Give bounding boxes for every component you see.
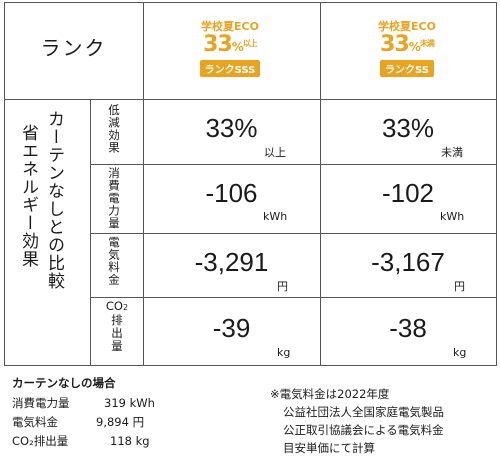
rank-ss-percent: 33 bbox=[380, 32, 410, 57]
row-divider-1 bbox=[90, 164, 497, 165]
footnote-line3: 公正取引協議会による電気料金 bbox=[283, 423, 444, 437]
unit-co2-sss: kg bbox=[277, 346, 291, 359]
rank-ss-title: 学校夏ECO bbox=[378, 20, 436, 33]
value-col-divider-2 bbox=[320, 2, 321, 366]
rank-header-label: ランク bbox=[40, 36, 107, 60]
rank-sss-percent: 33 bbox=[203, 32, 233, 57]
rank-sss-pct-sign: % bbox=[231, 40, 244, 54]
value-power-ss: -102 bbox=[381, 178, 435, 208]
value-reduction-sss: 33% bbox=[205, 113, 258, 143]
baseline-co2-label: CO₂排出量 bbox=[12, 434, 69, 448]
unit-co2-ss: kg bbox=[453, 346, 467, 359]
rank-sss-badge-block: 学校夏ECO 33%以上 ランクSSS bbox=[180, 18, 280, 77]
baseline-title: カーテンなしの場合 bbox=[12, 376, 116, 390]
value-cost-sss: -3,291 bbox=[194, 247, 269, 277]
rank-sss-badge: ランクSSS bbox=[199, 60, 261, 77]
value-co2-sss: -39 bbox=[212, 313, 251, 343]
table-header-divider bbox=[4, 99, 497, 100]
rank-ss-percent-line: 33%未満 bbox=[357, 34, 457, 58]
rank-sss-title: 学校夏ECO bbox=[201, 20, 259, 33]
rank-ss-suffix: 未満 bbox=[419, 39, 435, 48]
value-reduction-ss: 33% bbox=[381, 113, 435, 143]
unit-reduction-sss: 以上 bbox=[264, 146, 286, 159]
unit-reduction-ss: 未満 bbox=[441, 146, 463, 159]
row-label-reduction: 低減効果 bbox=[107, 104, 121, 154]
row-label-co2: CO2 排出量 bbox=[105, 299, 129, 353]
rank-sss-suffix: 以上 bbox=[242, 39, 258, 48]
baseline-co2-value: 118 kg bbox=[110, 434, 150, 448]
baseline-power-value: 319 kWh bbox=[104, 396, 155, 410]
baseline-power-label: 消費電力量 bbox=[12, 396, 70, 410]
value-power-sss: -106 bbox=[205, 178, 258, 208]
rank-sss-percent-line: 33%以上 bbox=[180, 34, 280, 58]
table-border-right bbox=[496, 2, 497, 366]
rank-ss-badge-block: 学校夏ECO 33%未満 ランクSS bbox=[357, 18, 457, 77]
table-border-top bbox=[4, 2, 497, 3]
table-border-bottom bbox=[4, 365, 497, 366]
footnote-line2: 公益社団法人全国家庭電気製品 bbox=[283, 405, 444, 419]
side-label-effect: 省エネルギー効果 bbox=[18, 124, 38, 268]
unit-cost-ss: 円 bbox=[454, 280, 465, 293]
side-label-comparison: カーテンなしとの比較 bbox=[44, 110, 64, 290]
rank-ss-pct-sign: % bbox=[408, 40, 421, 54]
value-co2-ss: -38 bbox=[389, 313, 427, 343]
row-divider-3 bbox=[90, 297, 497, 298]
unit-cost-sss: 円 bbox=[277, 280, 288, 293]
row-label-cost: 電気料金 bbox=[107, 236, 121, 286]
unit-power-ss: kWh bbox=[440, 210, 465, 223]
row-label-power: 消費電力量 bbox=[107, 167, 121, 230]
baseline-cost-value: 9,894 円 bbox=[96, 415, 145, 429]
unit-power-sss: kWh bbox=[263, 210, 288, 223]
rank-ss-badge: ランクSS bbox=[380, 60, 434, 77]
row-divider-2 bbox=[90, 233, 497, 234]
value-col-divider-1 bbox=[143, 2, 144, 366]
table-border-left bbox=[4, 2, 5, 366]
footnote-line1: ※電気料金は2022年度 bbox=[270, 387, 390, 401]
label-col-divider bbox=[90, 99, 91, 366]
footnote-line4: 目安単価にて計算 bbox=[283, 441, 375, 455]
baseline-cost-label: 電気料金 bbox=[12, 415, 58, 429]
value-cost-ss: -3,167 bbox=[371, 247, 445, 277]
